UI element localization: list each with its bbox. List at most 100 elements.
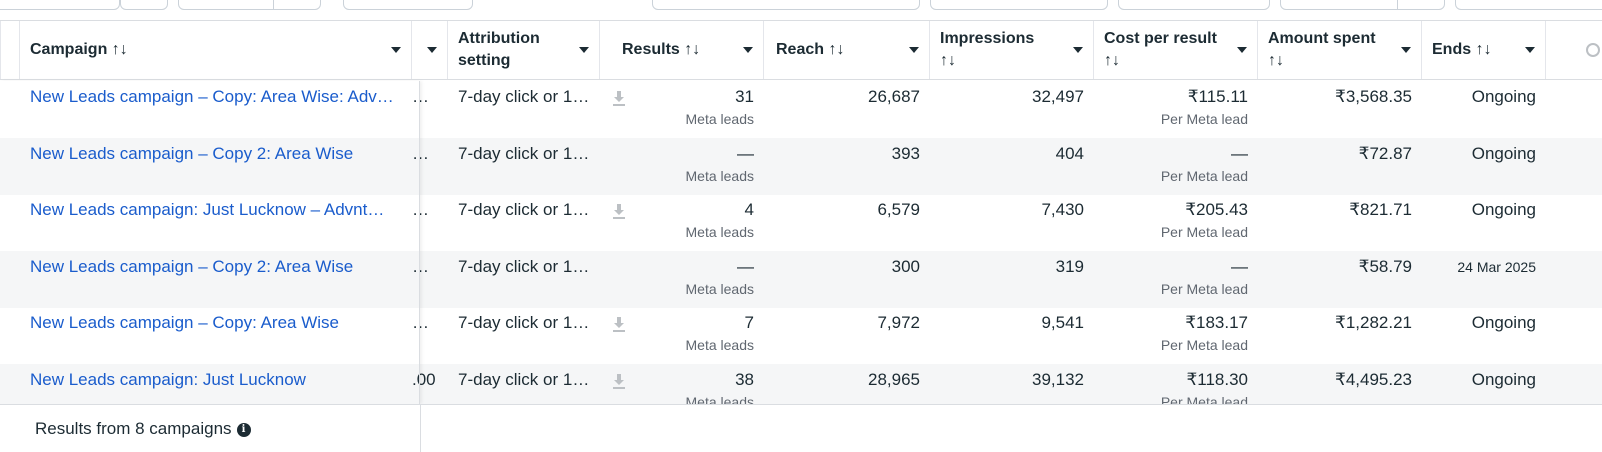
cost-per-result-cell: ₹118.30 Per Meta lead [1094,364,1258,405]
toolbar-control[interactable] [1455,0,1602,10]
header-attribution[interactable]: Attribution setting [448,21,600,79]
impressions-cell: 7,430 [930,194,1094,251]
hidden-column-value: .00 [412,369,436,389]
toolbar-control[interactable] [273,0,321,10]
toolbar-control[interactable] [1397,0,1445,10]
amount-spent-value: ₹821.71 [1349,200,1412,219]
header-cost-line1: Cost per result [1104,30,1217,47]
results-cell: 38 Meta leads [600,364,764,404]
results-cell: 4 Meta leads [600,194,764,251]
download-icon[interactable] [612,90,626,106]
hidden-column-cell: .00 [412,364,448,405]
add-column-icon[interactable] [1586,43,1600,57]
attribution-value: 7-day click or 1… [458,87,590,106]
cost-per-result-cell: ₹115.11 Per Meta lead [1094,81,1258,138]
cost-subtext: Per Meta lead [1160,111,1248,127]
toolbar-control[interactable] [0,0,120,10]
results-value: 7 [744,313,754,332]
impressions-cell: 404 [930,138,1094,195]
header-amount-spent[interactable]: Amount spent ↑↓ [1258,21,1422,79]
chevron-down-icon[interactable] [579,47,589,53]
amount-spent-cell: ₹3,568.35 [1258,81,1422,138]
results-cell: 31 Meta leads [600,81,764,138]
table-row[interactable]: New Leads campaign – Copy: Area Wise … 7-d… [0,307,1602,364]
header-ends-label: Ends ↑↓ [1432,41,1492,58]
impressions-value: 404 [1055,143,1084,163]
download-icon[interactable] [612,316,626,332]
toolbar-control[interactable] [343,0,473,10]
campaign-name-link[interactable]: New Leads campaign – Copy: Area Wise: Ad… [30,87,394,106]
attribution-cell: 7-day click or 1… [448,307,600,364]
download-icon[interactable] [612,373,626,389]
header-hidden-col[interactable] [412,21,448,79]
chevron-down-icon[interactable] [1525,47,1535,53]
cost-value: — [1231,143,1248,163]
toolbar-control[interactable] [1280,0,1398,10]
reach-value: 26,687 [868,87,920,106]
hidden-column-cell: … [412,251,448,308]
header-cost-per-result[interactable]: Cost per result ↑↓ [1094,21,1258,79]
hidden-column-value: … [412,313,429,332]
impressions-cell: 319 [930,251,1094,308]
campaign-name-cell: New Leads campaign – Copy: Area Wise: Ad… [0,81,412,138]
cost-value: ₹115.11 [1187,87,1248,106]
table-row[interactable]: New Leads campaign – Copy: Area Wise: Ad… [0,81,1602,138]
table-row[interactable]: New Leads campaign – Copy 2: Area Wise … 7… [0,250,1602,308]
toolbar-control[interactable] [652,0,920,10]
reach-cell: 300 [764,251,930,308]
chevron-down-icon[interactable] [1401,47,1411,53]
amount-spent-value: ₹72.87 [1358,143,1412,163]
results-summary: Results from 8 campaigns i [35,419,251,439]
table-row[interactable]: New Leads campaign: Just Lucknow – Advnt… [0,194,1602,251]
campaign-name-cell: New Leads campaign: Just Lucknow [0,364,412,405]
header-campaign[interactable]: Campaign ↑↓ [20,21,412,79]
impressions-value: 7,430 [1041,200,1084,219]
toolbar-control[interactable] [120,0,168,10]
campaign-name-link[interactable]: New Leads campaign: Just Lucknow [30,369,306,389]
chevron-down-icon[interactable] [391,47,401,53]
attribution-cell: 7-day click or 1… [448,81,600,138]
download-icon[interactable] [612,203,626,219]
hidden-column-cell: … [412,194,448,251]
ends-value: Ongoing [1471,313,1536,332]
chevron-down-icon[interactable] [743,47,753,53]
impressions-cell: 9,541 [930,307,1094,364]
campaign-name-link[interactable]: New Leads campaign: Just Lucknow – Advnt… [30,200,385,219]
reach-value: 7,972 [877,313,920,332]
info-icon[interactable]: i [236,422,251,437]
toolbar-control[interactable] [1118,0,1270,10]
ends-value: Ongoing [1471,200,1536,219]
campaign-name-link[interactable]: New Leads campaign – Copy 2: Area Wise [30,143,354,163]
hidden-column-value: … [412,143,429,163]
ends-cell: 24 Mar 2025 [1422,251,1546,308]
header-reach[interactable]: Reach ↑↓ [764,21,930,79]
chevron-down-icon[interactable] [909,47,919,53]
table-row[interactable]: New Leads campaign: Just Lucknow .00 7-day… [0,363,1602,405]
cost-per-result-cell: — Per Meta lead [1094,251,1258,308]
results-subtext: Meta leads [685,224,754,240]
chevron-down-icon[interactable] [427,47,437,53]
table-body: New Leads campaign – Copy: Area Wise: Ad… [0,81,1602,404]
campaign-name-link[interactable]: New Leads campaign – Copy: Area Wise [30,313,339,332]
cost-per-result-cell: ₹183.17 Per Meta lead [1094,307,1258,364]
hidden-column-value: … [412,256,429,276]
hidden-column-value: … [412,87,429,106]
ends-cell: Ongoing [1422,138,1546,195]
impressions-value: 32,497 [1032,87,1084,106]
hidden-column-value: … [412,200,429,219]
results-value: 38 [735,369,754,389]
toolbar-control[interactable] [178,0,274,10]
chevron-down-icon[interactable] [1237,47,1247,53]
cost-subtext: Per Meta lead [1160,393,1248,405]
header-reach-label: Reach ↑↓ [776,41,845,58]
chevron-down-icon[interactable] [1073,47,1083,53]
campaign-name-link[interactable]: New Leads campaign – Copy 2: Area Wise [30,256,354,276]
results-cell: — Meta leads [600,138,764,195]
header-results[interactable]: Results ↑↓ [600,21,764,79]
header-impressions-line1: Impressions [940,30,1035,47]
table-row[interactable]: New Leads campaign – Copy 2: Area Wise … 7… [0,137,1602,195]
header-impressions[interactable]: Impressions ↑↓ [930,21,1094,79]
toolbar-control[interactable] [930,0,1108,10]
amount-spent-value: ₹3,568.35 [1335,87,1412,106]
header-ends[interactable]: Ends ↑↓ [1422,21,1546,79]
